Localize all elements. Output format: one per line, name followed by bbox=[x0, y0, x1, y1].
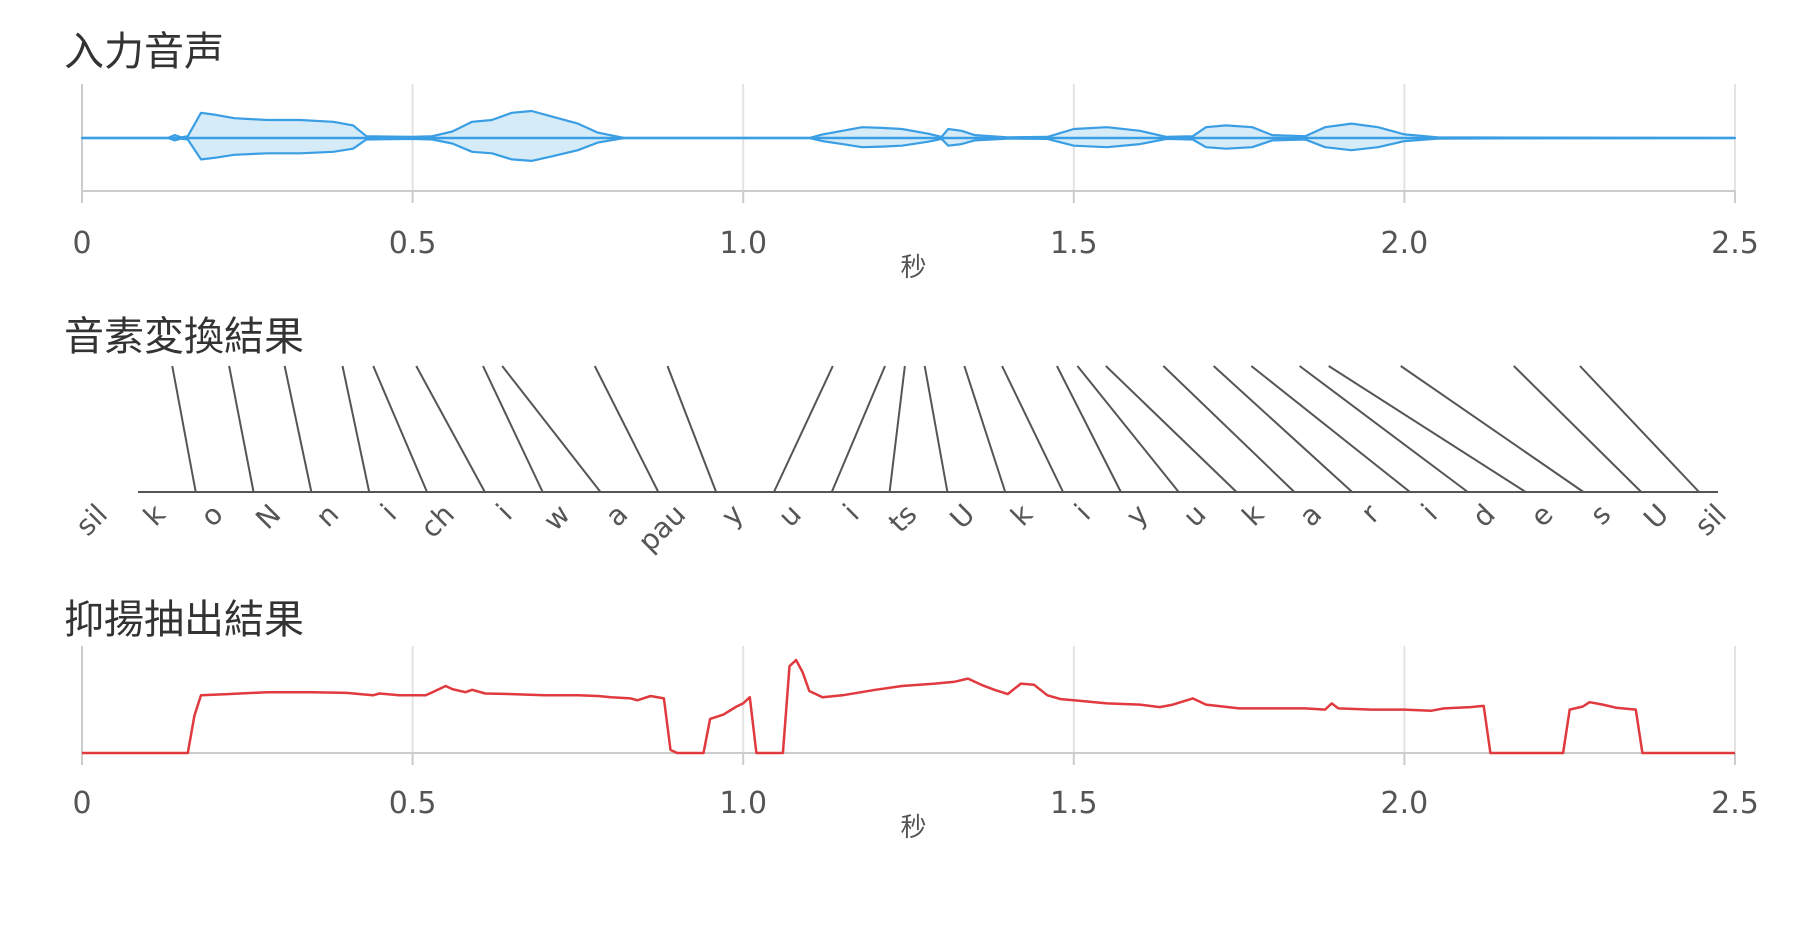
phoneme-label: ch bbox=[414, 498, 461, 545]
phoneme-label: k bbox=[1004, 497, 1039, 532]
phoneme-boundary-line bbox=[1162, 365, 1296, 493]
phoneme-label: k bbox=[1236, 497, 1271, 532]
phoneme-label: N bbox=[249, 498, 287, 536]
phoneme-boundary-line bbox=[1513, 365, 1642, 493]
phoneme-label: ts bbox=[882, 498, 923, 539]
phoneme-label: w bbox=[537, 498, 577, 538]
phoneme-label: k bbox=[137, 497, 172, 532]
phoneme-label: U bbox=[1637, 498, 1675, 536]
waveform-tick-label: 1.5 bbox=[1050, 226, 1098, 261]
pitch-tick-label: 2.0 bbox=[1381, 786, 1429, 821]
phoneme-boundary-line bbox=[666, 365, 718, 493]
pitch-tick-label: 1.5 bbox=[1050, 786, 1098, 821]
phoneme-boundary-line bbox=[1250, 365, 1411, 493]
phoneme-label: i bbox=[490, 498, 519, 527]
phoneme-label: u bbox=[772, 498, 808, 534]
phoneme-label: e bbox=[1524, 498, 1560, 534]
phoneme-boundary-line bbox=[482, 365, 544, 493]
phoneme-boundary-line bbox=[593, 365, 660, 493]
phoneme-label: y bbox=[715, 498, 750, 533]
phoneme-boundary-line bbox=[1328, 365, 1527, 493]
phoneme-boundary-line bbox=[923, 365, 949, 493]
waveform-section-title: 入力音声 bbox=[64, 29, 224, 75]
phoneme-boundary-line bbox=[501, 365, 602, 493]
phoneme-label: U bbox=[943, 498, 981, 536]
phoneme-label: i bbox=[1068, 498, 1097, 527]
phoneme-boundary-line bbox=[1076, 365, 1180, 493]
pitch-series-line bbox=[82, 658, 1735, 755]
phoneme-boundary-line bbox=[1056, 365, 1122, 493]
phoneme-boundary-line bbox=[1579, 365, 1700, 493]
waveform-tick-label: 1.0 bbox=[719, 226, 767, 261]
phoneme-label: y bbox=[1120, 498, 1155, 533]
phoneme-boundary-line bbox=[372, 365, 428, 493]
phoneme-label: pau bbox=[632, 498, 693, 559]
phoneme-label: sil bbox=[69, 498, 114, 543]
phoneme-boundary-line bbox=[963, 365, 1007, 493]
phoneme-boundary-line bbox=[341, 365, 371, 493]
phoneme-label: o bbox=[194, 498, 229, 533]
waveform-chart: 0 0.5 1.0 1.5 2.0 2.5 秒 bbox=[72, 84, 1759, 283]
waveform-tick-label: 2.5 bbox=[1711, 226, 1759, 261]
waveform-tick-label: 2.0 bbox=[1381, 226, 1429, 261]
phoneme-label: s bbox=[1584, 498, 1618, 532]
phoneme-label: r bbox=[1355, 497, 1387, 529]
pitch-section-title: 抑揚抽出結果 bbox=[64, 597, 304, 643]
pitch-tick-label: 1.0 bbox=[719, 786, 767, 821]
phoneme-label: i bbox=[837, 498, 866, 527]
phoneme-boundary-line bbox=[830, 365, 886, 493]
waveform-envelope bbox=[80, 109, 1737, 162]
pitch-chart: 0 0.5 1.0 1.5 2.0 2.5 秒 bbox=[72, 646, 1759, 843]
phoneme-label: a bbox=[599, 498, 634, 533]
waveform-tick-label: 0 bbox=[72, 226, 91, 261]
phoneme-boundary-line bbox=[888, 365, 906, 493]
phoneme-boundary-line bbox=[1105, 365, 1238, 493]
phoneme-section-title: 音素変換結果 bbox=[64, 314, 304, 360]
phoneme-label: d bbox=[1466, 498, 1502, 534]
phoneme-boundary-line bbox=[228, 365, 255, 493]
phoneme-label: n bbox=[309, 498, 345, 534]
phoneme-label: sil bbox=[1688, 498, 1733, 543]
phoneme-boundary-line bbox=[1212, 365, 1353, 493]
phoneme-label: u bbox=[1177, 498, 1213, 534]
waveform-x-axis-label: 秒 bbox=[900, 253, 926, 283]
phoneme-boundary-line bbox=[773, 365, 834, 493]
phoneme-label: i bbox=[1415, 498, 1444, 527]
pitch-tick-label: 2.5 bbox=[1711, 786, 1759, 821]
phoneme-boundary-line bbox=[1400, 365, 1585, 493]
waveform-tick-label: 0.5 bbox=[389, 226, 437, 261]
phoneme-boundary-line bbox=[415, 365, 486, 493]
phoneme-label: a bbox=[1293, 498, 1328, 533]
phoneme-boundary-line bbox=[171, 365, 197, 493]
pitch-tick-label: 0.5 bbox=[389, 786, 437, 821]
pitch-x-axis-label: 秒 bbox=[900, 813, 926, 843]
phoneme-boundary-line bbox=[1299, 365, 1469, 493]
phoneme-boundary-line bbox=[283, 365, 313, 493]
phoneme-label: i bbox=[374, 498, 403, 527]
pitch-tick-label: 0 bbox=[72, 786, 91, 821]
phoneme-boundary-line bbox=[1001, 365, 1064, 493]
